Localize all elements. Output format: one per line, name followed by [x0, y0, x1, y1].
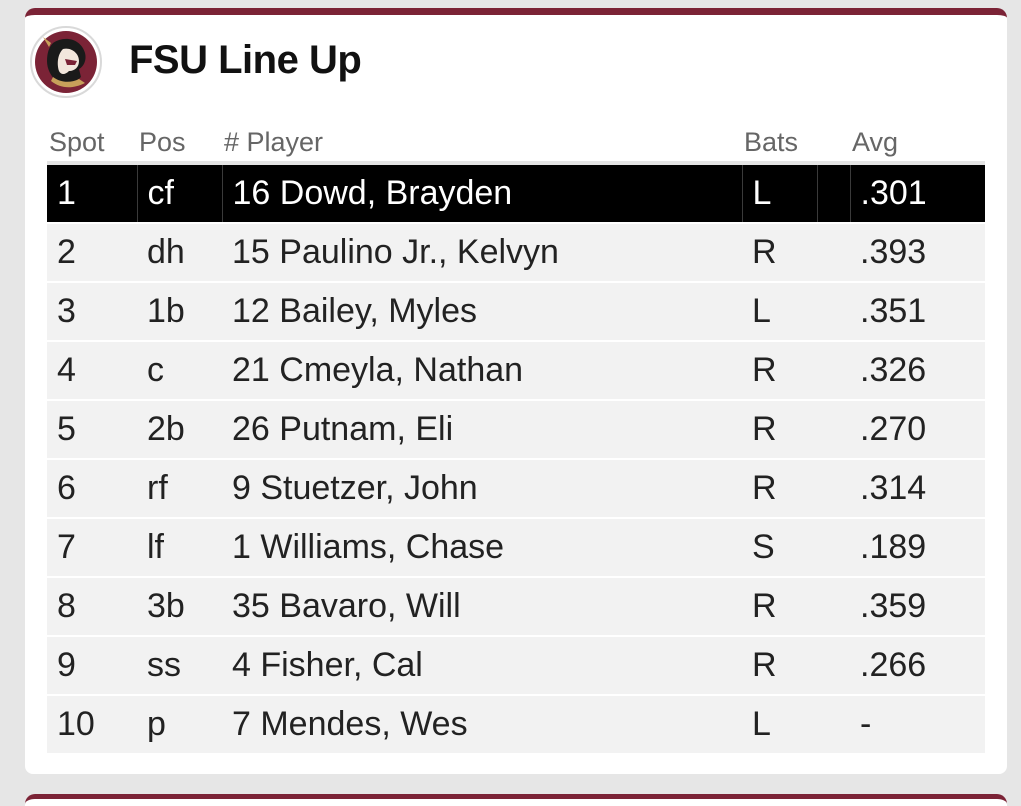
cell-spacer	[817, 223, 850, 283]
table-header-row: Spot Pos # Player Bats Avg	[47, 123, 985, 165]
cell-player: 12 Bailey, Myles	[222, 282, 742, 342]
cell-spot: 10	[47, 695, 137, 755]
page-title: FSU Line Up	[129, 38, 362, 82]
table-row[interactable]: 2 dh 15 Paulino Jr., Kelvyn R .393	[47, 223, 985, 283]
cell-avg: .351	[850, 282, 985, 342]
cell-avg: .301	[850, 163, 985, 224]
table-row[interactable]: 3 1b 12 Bailey, Myles L .351	[47, 282, 985, 342]
cell-player: 35 Bavaro, Will	[222, 577, 742, 637]
cell-bats: R	[742, 341, 817, 401]
cell-bats: L	[742, 695, 817, 755]
cell-pos: cf	[137, 163, 223, 224]
cell-bats: L	[742, 163, 818, 224]
cell-avg: .314	[850, 459, 985, 519]
table-row[interactable]: 8 3b 35 Bavaro, Will R .359	[47, 577, 985, 637]
table-row[interactable]: 7 lf 1 Williams, Chase S .189	[47, 518, 985, 578]
cell-pos: c	[137, 341, 222, 401]
cell-player: 1 Williams, Chase	[222, 518, 742, 578]
cell-pos: p	[137, 695, 222, 755]
cell-player: 4 Fisher, Cal	[222, 636, 742, 696]
cell-spot: 2	[47, 223, 137, 283]
column-header-avg: Avg	[850, 123, 985, 165]
cell-pos: 1b	[137, 282, 222, 342]
column-header-spot: Spot	[47, 123, 137, 165]
table-row[interactable]: 10 p 7 Mendes, Wes L -	[47, 695, 985, 755]
cell-avg: .266	[850, 636, 985, 696]
cell-avg: -	[850, 695, 985, 755]
cell-pos: lf	[137, 518, 222, 578]
column-header-bats: Bats	[742, 123, 817, 165]
cell-spacer	[817, 518, 850, 578]
cell-spacer	[817, 459, 850, 519]
cell-spot: 4	[47, 341, 137, 401]
cell-avg: .270	[850, 400, 985, 460]
table-row[interactable]: 1 cf 16 Dowd, Brayden L .301	[47, 163, 985, 224]
cell-player: 15 Paulino Jr., Kelvyn	[222, 223, 742, 283]
cell-player: 21 Cmeyla, Nathan	[222, 341, 742, 401]
cell-bats: R	[742, 459, 817, 519]
cell-spacer	[817, 341, 850, 401]
cell-pos: 3b	[137, 577, 222, 637]
cell-spacer	[817, 577, 850, 637]
cell-bats: S	[742, 518, 817, 578]
column-header-pos: Pos	[137, 123, 222, 165]
cell-player: 26 Putnam, Eli	[222, 400, 742, 460]
lineup-card: FSU Line Up Spot Pos # Player Bats Avg 1…	[25, 8, 1007, 774]
cell-spot: 5	[47, 400, 137, 460]
column-spacer	[817, 123, 850, 165]
cell-bats: L	[742, 282, 817, 342]
cell-pos: ss	[137, 636, 222, 696]
cell-spot: 6	[47, 459, 137, 519]
cell-avg: .393	[850, 223, 985, 283]
cell-pos: dh	[137, 223, 222, 283]
table-row[interactable]: 6 rf 9 Stuetzer, John R .314	[47, 459, 985, 519]
cell-pos: rf	[137, 459, 222, 519]
cell-spacer	[817, 282, 850, 342]
column-header-player: # Player	[222, 123, 742, 165]
cell-player: 7 Mendes, Wes	[222, 695, 742, 755]
cell-bats: R	[742, 577, 817, 637]
cell-spacer	[817, 695, 850, 755]
table-row[interactable]: 4 c 21 Cmeyla, Nathan R .326	[47, 341, 985, 401]
seminole-head-logo-icon	[30, 26, 102, 98]
cell-bats: R	[742, 223, 817, 283]
cell-spacer	[817, 163, 851, 224]
cell-avg: .189	[850, 518, 985, 578]
cell-avg: .359	[850, 577, 985, 637]
cell-spacer	[817, 400, 850, 460]
cell-spot: 1	[47, 163, 138, 224]
cell-player: 16 Dowd, Brayden	[222, 163, 743, 224]
cell-spot: 3	[47, 282, 137, 342]
cell-bats: R	[742, 400, 817, 460]
cell-player: 9 Stuetzer, John	[222, 459, 742, 519]
next-card-edge	[25, 794, 1007, 806]
cell-pos: 2b	[137, 400, 222, 460]
table-row[interactable]: 5 2b 26 Putnam, Eli R .270	[47, 400, 985, 460]
lineup-table: Spot Pos # Player Bats Avg 1 cf 16 Dowd,…	[47, 123, 985, 755]
cell-spot: 9	[47, 636, 137, 696]
cell-spot: 8	[47, 577, 137, 637]
table-row[interactable]: 9 ss 4 Fisher, Cal R .266	[47, 636, 985, 696]
cell-avg: .326	[850, 341, 985, 401]
cell-spot: 7	[47, 518, 137, 578]
cell-spacer	[817, 636, 850, 696]
cell-bats: R	[742, 636, 817, 696]
